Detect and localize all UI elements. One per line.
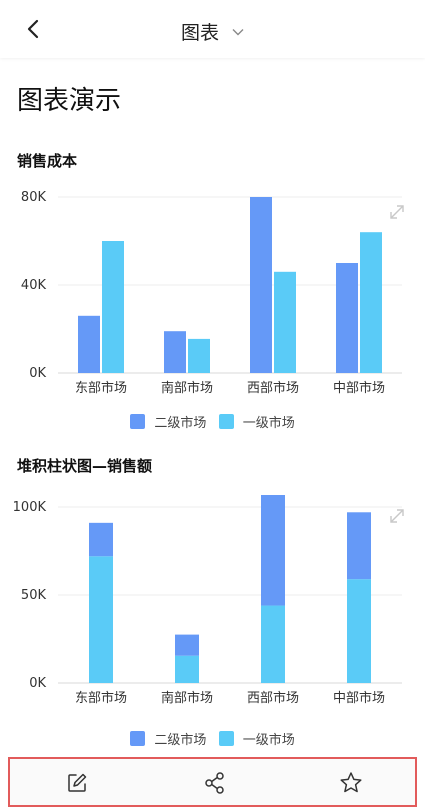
legend-label: 一级市场	[242, 733, 295, 748]
edit-button[interactable]	[64, 770, 90, 796]
stacked-bar-segment[interactable]	[175, 634, 199, 656]
stacked-bar-segment[interactable]	[175, 655, 199, 683]
y-tick-label: 80K	[21, 190, 47, 205]
x-tick-label: 西部市场	[247, 690, 299, 706]
y-tick-label: 0K	[29, 676, 46, 691]
x-tick-label: 中部市场	[333, 380, 385, 396]
sales-cost-bar-chart: 0K 40K 80K 东部市场 南部市场 西部市场 中部市场	[21, 190, 404, 396]
legend-label: 一级市场	[242, 416, 295, 431]
x-tick-label: 南部市场	[161, 690, 213, 706]
edit-icon	[68, 773, 87, 792]
page-title: 图表演示	[17, 86, 122, 116]
y-tick-label: 50K	[21, 588, 47, 603]
stacked-bar-segment[interactable]	[89, 556, 113, 683]
chart1-legend: 二级市场 一级市场	[0, 412, 425, 431]
stacked-bar-segment[interactable]	[347, 512, 371, 580]
expand-icon[interactable]	[390, 205, 404, 219]
x-tick-label: 中部市场	[333, 690, 385, 706]
chevron-down-icon	[232, 28, 244, 35]
bottom-toolbar	[8, 757, 417, 807]
bar-series2[interactable]	[274, 271, 296, 373]
back-button[interactable]	[18, 14, 48, 44]
bar-series1[interactable]	[336, 263, 358, 373]
share-button[interactable]	[202, 770, 228, 796]
favorite-button[interactable]	[338, 770, 364, 796]
x-tick-label: 南部市场	[161, 380, 213, 396]
legend-item-series1[interactable]: 二级市场	[130, 729, 206, 748]
y-tick-label: 0K	[29, 366, 46, 381]
x-tick-label: 西部市场	[247, 380, 299, 396]
stacked-bar-segment[interactable]	[261, 495, 285, 606]
y-tick-label: 40K	[21, 278, 47, 293]
header-title: 图表	[180, 22, 219, 44]
top-navigation-bar: 图表	[0, 0, 425, 58]
legend-label: 二级市场	[154, 416, 207, 431]
stacked-bar-segment[interactable]	[347, 579, 371, 683]
chart2-title: 堆积柱状图—销售额	[17, 457, 153, 475]
stacked-bar-segment[interactable]	[261, 605, 285, 683]
expand-icon[interactable]	[390, 509, 404, 523]
legend-swatch	[130, 414, 146, 429]
bar-series1[interactable]	[250, 197, 272, 373]
x-tick-label: 东部市场	[75, 380, 127, 396]
chevron-left-icon	[27, 19, 39, 39]
bar-series1[interactable]	[164, 331, 186, 373]
legend-swatch	[130, 731, 146, 746]
legend-item-series1[interactable]: 二级市场	[130, 412, 206, 431]
star-icon	[340, 772, 362, 793]
stacked-bar-segment[interactable]	[89, 522, 113, 557]
chart2-legend: 二级市场 一级市场	[0, 729, 425, 748]
legend-item-series2[interactable]: 一级市场	[218, 729, 295, 748]
legend-item-series2[interactable]: 一级市场	[218, 412, 295, 431]
bar-series2[interactable]	[102, 241, 124, 373]
legend-swatch	[218, 731, 234, 746]
bar-series2[interactable]	[188, 338, 210, 373]
x-tick-label: 东部市场	[75, 690, 127, 706]
share-icon	[205, 772, 224, 794]
stacked-sales-bar-chart: 0K 50K 100K 东部市场 南部市场 西部市场 中部市场	[13, 495, 404, 706]
bar-series1[interactable]	[78, 315, 100, 373]
y-tick-label: 100K	[13, 500, 47, 515]
title-dropdown[interactable]: 图表	[0, 18, 425, 45]
legend-swatch	[218, 414, 234, 429]
chart1-title: 销售成本	[17, 152, 78, 170]
bar-series2[interactable]	[360, 232, 382, 373]
legend-label: 二级市场	[154, 733, 207, 748]
